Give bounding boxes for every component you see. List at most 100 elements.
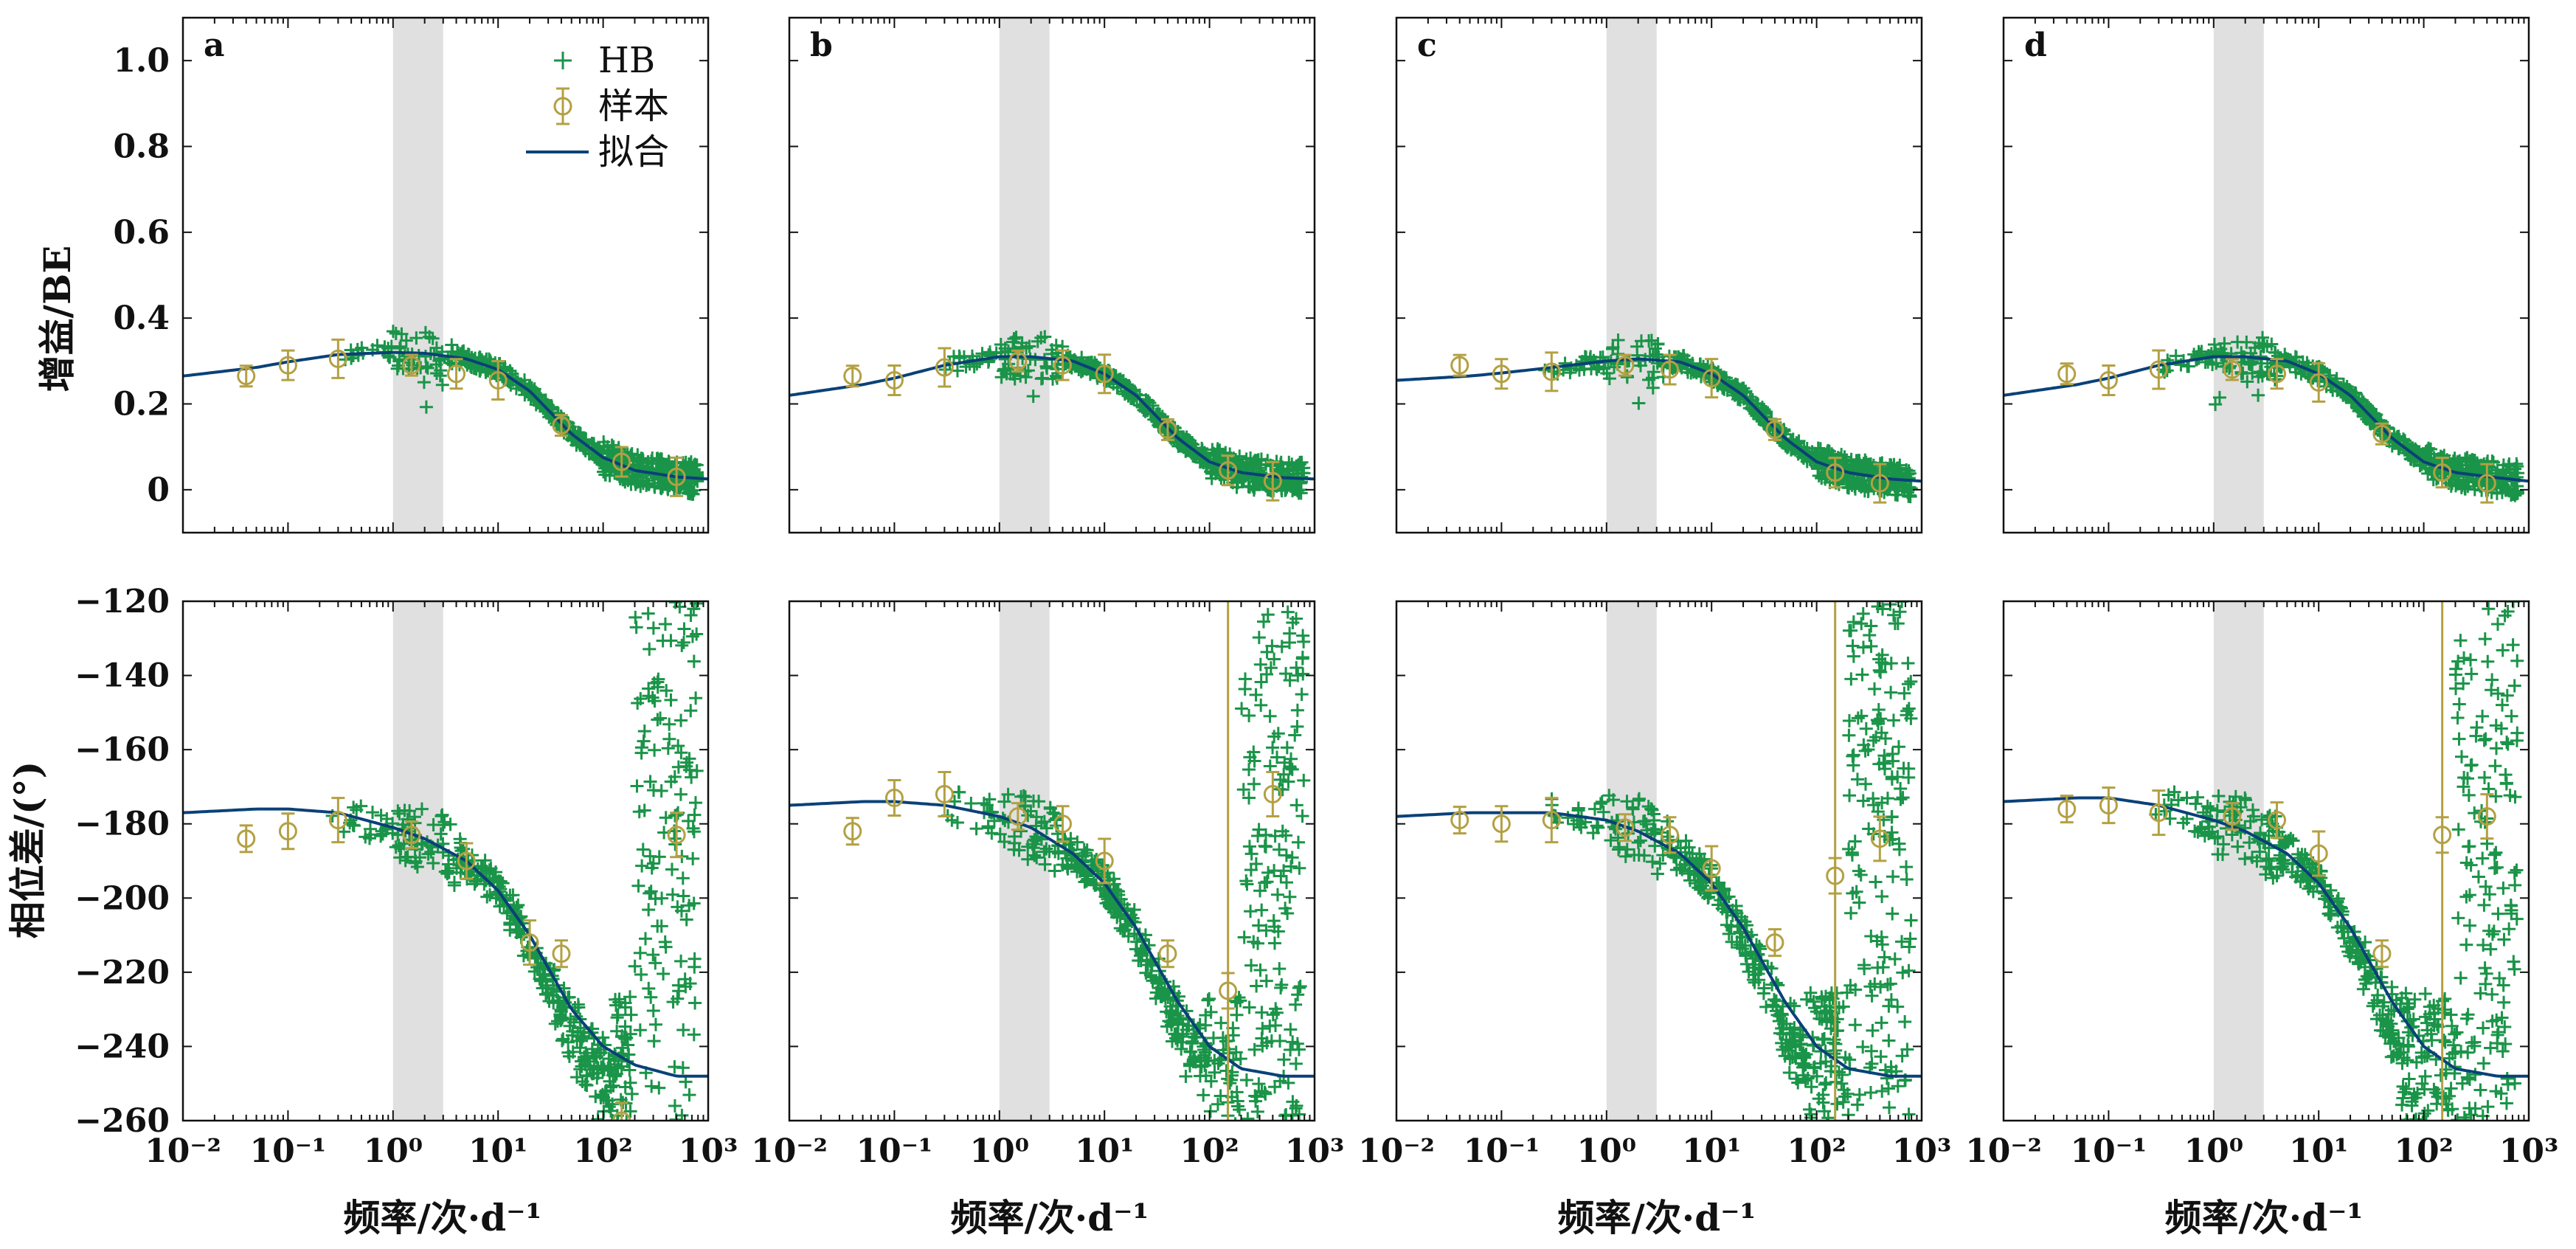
panel-phase-b-plot-area (789, 601, 1315, 1121)
y-tick-label: 0 (147, 471, 170, 509)
sample-point (1616, 818, 1635, 837)
panel-letter: b (810, 27, 833, 64)
panel-frame (788, 600, 1316, 1122)
panel-frame (181, 16, 710, 534)
sample-point (1870, 474, 1889, 493)
hb-scatter (325, 601, 704, 1121)
sample-point (1826, 866, 1845, 885)
sample-point (1542, 362, 1561, 381)
y-tick-label: 0.8 (113, 128, 170, 166)
y-tick-label: −200 (75, 879, 170, 917)
sample-point (1492, 814, 1511, 834)
x-tick-label: 10⁻¹ (2071, 1132, 2147, 1170)
sample-point (1219, 461, 1238, 480)
x-tick-label: 10³ (679, 1132, 738, 1170)
panel-gain-c: c (1395, 16, 1923, 534)
sample-point (1702, 859, 1721, 878)
hb-scatter (1538, 333, 1918, 504)
y-tick-label: −240 (75, 1028, 170, 1065)
panel-phase-c: 10⁻² 10⁻¹ 10⁰ 10¹ 10² 10³ (1358, 600, 1951, 1170)
sample-point (1095, 851, 1114, 871)
sample-point (278, 822, 297, 841)
panel-frame (181, 600, 710, 1122)
sample-point (237, 829, 256, 848)
sample-point (2477, 474, 2496, 493)
sample-point (2099, 796, 2118, 815)
x-tick-label: 10⁻² (1358, 1132, 1435, 1170)
panel-phase-b: 10⁻² 10⁻¹ 10⁰ 10¹ 10² 10³ (751, 600, 1345, 1170)
shaded-band (2213, 18, 2264, 533)
sample-point (2477, 807, 2496, 826)
sample-point (1219, 981, 1238, 1000)
sample-point (1158, 420, 1177, 439)
sample-point (667, 826, 686, 845)
sample-point (1263, 471, 1282, 491)
fit-curve (1396, 811, 1922, 1078)
x-tick-label: 10¹ (1682, 1132, 1742, 1170)
sample-point (447, 364, 466, 384)
panel-gain-d-plot-area (2004, 18, 2529, 533)
shaded-band (999, 601, 1050, 1121)
sample-point (2223, 360, 2242, 379)
sample-point (552, 944, 571, 963)
y-axis-title-phase: 相位差/(°) (6, 761, 49, 939)
sample-point (2433, 463, 2452, 482)
sample-point (402, 826, 421, 845)
legend-sample-marker (553, 97, 572, 116)
panel-phase-a: 10⁻² 10⁻¹ 10⁰ 10¹ 10² 10³ −260 −240 −220 −200 −180… (75, 583, 738, 1170)
sample-point (2268, 364, 2287, 384)
x-tick-label: 10³ (1285, 1132, 1345, 1170)
sample-point (612, 452, 631, 471)
sample-point (1158, 944, 1177, 963)
sample-point (1870, 829, 1889, 848)
hb-scatter (2149, 601, 2524, 1121)
sample-point (1616, 356, 1635, 375)
sample-point (1095, 364, 1114, 384)
panel-letter: a (204, 27, 225, 64)
shaded-band (999, 18, 1050, 533)
sample-point (667, 467, 686, 486)
x-tick-label: 10⁰ (364, 1132, 423, 1170)
x-tick-label: 10⁻¹ (856, 1132, 933, 1170)
panel-phase-d: 10⁻² 10⁻¹ 10⁰ 10¹ 10² 10³ (1965, 600, 2558, 1170)
sample-point (1008, 807, 1028, 826)
sample-point (2099, 371, 2118, 390)
shaded-band (392, 18, 443, 533)
x-tick-label: 10² (2394, 1132, 2454, 1170)
y-tick-label: 1.0 (113, 42, 170, 80)
sample-point (1492, 364, 1511, 384)
legend-fit-label: 拟合 (598, 131, 669, 173)
x-tick-label: 10¹ (468, 1132, 528, 1170)
x-tick-label: 10¹ (1075, 1132, 1135, 1170)
panel-gain-b: b (788, 16, 1316, 534)
sample-point (1661, 360, 1680, 379)
sample-point (1450, 811, 1469, 830)
panel-frame (788, 16, 1316, 534)
panel-gain-b-plot-area (789, 18, 1315, 533)
panel-letter: d (2024, 27, 2047, 64)
panel-gain-c-plot-area (1396, 18, 1922, 533)
x-tick-label: 10⁻² (145, 1132, 221, 1170)
x-tick-label: 10¹ (2289, 1132, 2349, 1170)
sample-point (1053, 814, 1073, 834)
panel-frame (2002, 16, 2530, 534)
sample-point (843, 367, 862, 386)
sample-point (1542, 811, 1561, 830)
sample-point (328, 811, 347, 830)
y-tick-label: 0.6 (113, 214, 170, 252)
y-tick-label: −220 (75, 954, 170, 992)
sample-point (884, 789, 904, 808)
y-axis-title-gain: 增益/BE (35, 246, 79, 392)
y-tick-label: −140 (75, 657, 170, 695)
panel-frame (2002, 600, 2530, 1122)
x-tick-label: 10⁻¹ (1464, 1132, 1540, 1170)
sample-point (2149, 360, 2168, 379)
sample-point (552, 416, 571, 435)
sample-point (2057, 364, 2077, 384)
sample-point (2223, 807, 2242, 826)
sample-point (278, 356, 297, 375)
panel-gain-d: d (2002, 16, 2530, 534)
sample-point (1765, 933, 1784, 952)
sample-point (1702, 369, 1721, 388)
x-tick-label: 10² (573, 1132, 633, 1170)
